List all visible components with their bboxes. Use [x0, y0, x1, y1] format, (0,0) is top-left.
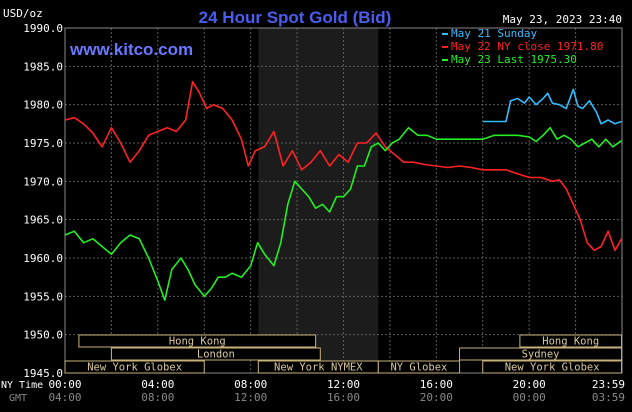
- series-may23-line: [64, 126, 622, 302]
- y-tick-label: 1965.0: [23, 214, 63, 227]
- x-tick-ny: 08:00: [234, 378, 267, 391]
- legend-may22: May 22 NY close 1971.80: [451, 40, 603, 53]
- x-tick-gmt: 08:00: [141, 391, 174, 404]
- y-tick-label: 1990.0: [23, 22, 63, 35]
- market-bar: [64, 360, 205, 374]
- x-tick-gmt: 03:59: [592, 391, 625, 404]
- x-tick-ny: 23:59: [592, 378, 625, 391]
- market-bar: [377, 360, 461, 374]
- y-tick-label: 1985.0: [23, 60, 63, 73]
- chart-title: 24 Hour Spot Gold (Bid): [199, 8, 392, 27]
- x-tick-ny: 04:00: [141, 378, 174, 391]
- legend-may21: May 21 Sunday: [451, 27, 537, 40]
- legend-swatch-may23: [442, 59, 448, 61]
- market-label: Hong Kong: [542, 336, 599, 348]
- market-bar: [459, 347, 623, 361]
- x-tick-ny: 12:00: [327, 378, 360, 391]
- y-tick-label: 1980.0: [23, 99, 63, 112]
- y-tick-label: 1960.0: [23, 252, 63, 265]
- market-bar: [110, 347, 321, 361]
- grid-lines: [64, 27, 623, 374]
- series-layer: [64, 80, 623, 302]
- series-may21-line: [482, 88, 622, 125]
- x-tick-ny: 20:00: [513, 378, 546, 391]
- x-tick-gmt: 00:00: [513, 391, 546, 404]
- series-may22-line: [64, 80, 623, 252]
- x-tick-gmt: 04:00: [48, 391, 81, 404]
- x-tick-ny: 16:00: [420, 378, 453, 391]
- x-tick-ny: 00:00: [48, 378, 81, 391]
- unit-label: USD/oz: [3, 7, 43, 20]
- timestamp: May 23, 2023 23:40: [503, 13, 622, 26]
- y-tick-label: 1955.0: [23, 290, 63, 303]
- session-shade: [258, 28, 379, 373]
- legend: May 21 Sunday May 22 NY close 1971.80 Ma…: [442, 27, 603, 66]
- x-tick-gmt: 20:00: [420, 391, 453, 404]
- market-label: London: [197, 349, 235, 361]
- x-tick-gmt: 12:00: [234, 391, 267, 404]
- market-label: Hong Kong: [169, 336, 226, 348]
- legend-swatch-may21: [442, 33, 448, 35]
- market-label: New York Globex: [505, 362, 600, 374]
- x-tick-gmt: 16:00: [327, 391, 360, 404]
- market-label: NY Globex: [390, 362, 447, 374]
- y-tick-label: 1945.0: [23, 367, 63, 380]
- market-bar: [519, 334, 623, 348]
- market-bar: [78, 334, 317, 348]
- y-tick-label: 1970.0: [23, 175, 63, 188]
- legend-swatch-may22: [442, 46, 448, 48]
- y-tick-label: 1975.0: [23, 137, 63, 150]
- market-bar: [482, 360, 623, 374]
- market-label: New York Globex: [87, 362, 182, 374]
- legend-may23: May 23 Last 1975.30: [451, 53, 577, 66]
- gmt-label: GMT: [9, 393, 27, 404]
- watermark-url: www.kitco.com: [69, 40, 193, 59]
- y-tick-label: 1950.0: [23, 329, 63, 342]
- market-label: New York NYMEX: [274, 362, 363, 374]
- market-label: Sydney: [522, 349, 560, 361]
- ny-time-label: NY Time: [1, 380, 43, 391]
- axes: 1945.0 1950.0 1955.0 1960.0 1965.0 1970.0 1975…: [23, 22, 625, 404]
